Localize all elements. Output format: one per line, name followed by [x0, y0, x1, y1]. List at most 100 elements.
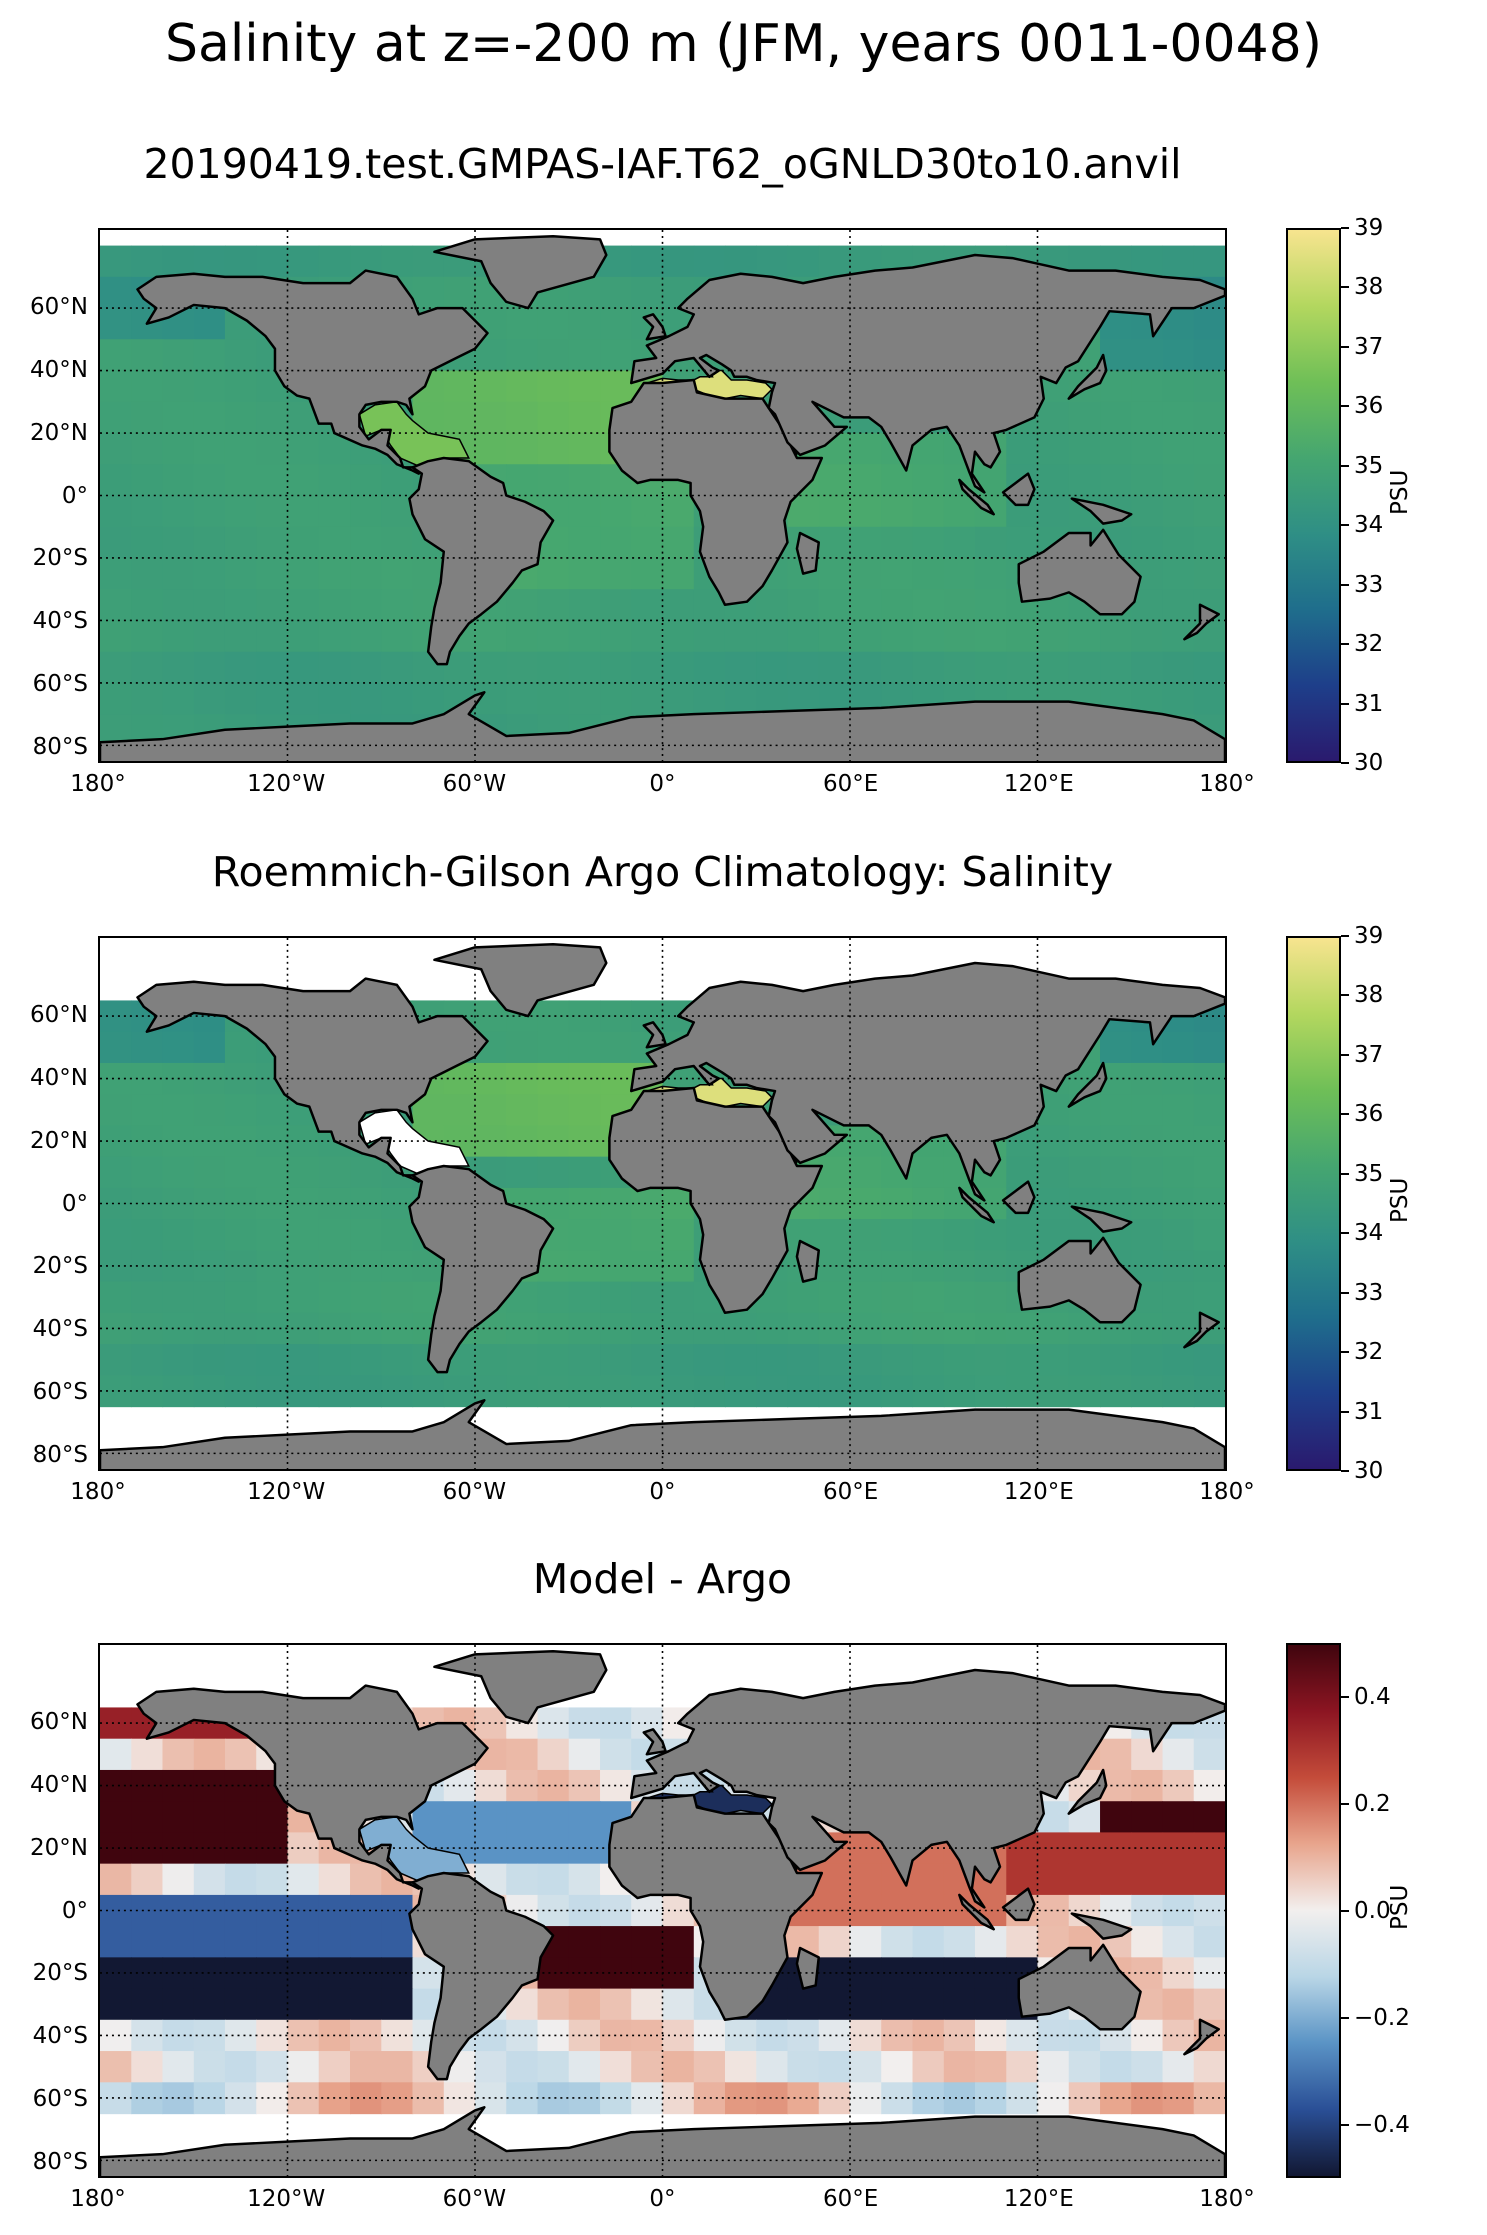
land-new-guinea	[1070, 497, 1133, 525]
ocean-cell	[600, 495, 632, 528]
ocean-cell	[1006, 620, 1039, 653]
ocean-cell	[974, 1988, 1007, 2021]
ocean-cell	[100, 1062, 132, 1095]
y-tick-label: 40°S	[32, 608, 88, 635]
ocean-cell	[224, 1125, 257, 1158]
ocean-cell	[1193, 1894, 1225, 1927]
ocean-cell	[1193, 557, 1225, 590]
ocean-cell	[350, 1344, 382, 1376]
ocean-cell	[287, 1156, 320, 1189]
ocean-cell	[537, 1031, 570, 1064]
ocean-cell	[506, 1801, 539, 1834]
ocean-cell	[1131, 651, 1164, 684]
ocean-cell	[506, 682, 539, 715]
ocean-cell	[631, 1312, 664, 1345]
ocean-cell	[287, 557, 320, 590]
ocean-cell	[974, 1281, 1007, 1314]
ocean-cell	[1100, 1801, 1132, 1834]
ocean-cell	[193, 620, 226, 653]
ocean-cell	[881, 1344, 914, 1376]
ocean-cell	[662, 1219, 695, 1251]
ocean-cell	[1006, 1156, 1039, 1189]
ocean-cell	[224, 1156, 257, 1189]
ocean-cell	[506, 1125, 539, 1158]
ocean-cell	[100, 620, 132, 653]
colorbar-tick	[1341, 935, 1349, 937]
ocean-cell	[662, 1250, 695, 1283]
colorbar-tick	[1341, 345, 1349, 348]
ocean-cell	[1193, 526, 1225, 559]
land-new-zealand	[1183, 603, 1220, 641]
ocean-cell	[850, 589, 882, 622]
ocean-cell	[1131, 370, 1164, 403]
colorbar-tick-label: 34	[1354, 1220, 1384, 1247]
ocean-cell	[193, 1281, 226, 1314]
y-tick-label: 60°S	[32, 1379, 88, 1406]
y-tick-label: 20°N	[30, 1127, 88, 1154]
ocean-cell	[224, 1094, 257, 1127]
ocean-cell	[537, 1863, 570, 1896]
ocean-cell	[881, 1988, 914, 2021]
ocean-cell	[568, 1344, 601, 1376]
ocean-cell	[1162, 1156, 1195, 1189]
colorbar-tick-label: 32	[1354, 631, 1384, 658]
ocean-cell	[568, 1801, 601, 1834]
ocean-cell	[506, 1031, 539, 1064]
y-tick-label: 60°S	[32, 2086, 88, 2113]
ocean-cell	[1037, 1863, 1070, 1896]
ocean-cell	[100, 1219, 132, 1251]
x-tick-label: 180°	[1199, 771, 1255, 797]
ocean-cell	[287, 1926, 320, 1958]
panel-2-colorbar	[1286, 936, 1341, 1471]
ocean-cell	[850, 1988, 882, 2021]
ocean-cell	[350, 495, 382, 528]
ocean-cell	[881, 2051, 914, 2083]
ocean-cell	[162, 526, 195, 559]
ocean-cell	[974, 651, 1007, 684]
panel-1-map	[98, 228, 1227, 763]
ocean-cell	[912, 651, 945, 684]
ocean-cell	[131, 651, 164, 684]
ocean-cell	[506, 2082, 539, 2115]
ocean-cell	[818, 620, 851, 653]
ocean-cell	[256, 2051, 289, 2083]
ocean-cell	[100, 526, 132, 559]
panel-2-map-svg	[100, 938, 1225, 1469]
ocean-cell	[600, 308, 632, 340]
ocean-cell	[381, 651, 414, 684]
ocean-cell	[568, 651, 601, 684]
ocean-cell	[1162, 2051, 1195, 2083]
ocean-cell	[381, 245, 414, 278]
ocean-cell	[912, 464, 945, 497]
ocean-cell	[131, 682, 164, 715]
ocean-cell	[631, 1281, 664, 1314]
colorbar-tick-label: 31	[1354, 1398, 1384, 1425]
ocean-cell	[474, 651, 507, 684]
ocean-cell	[1131, 245, 1164, 278]
ocean-cell	[662, 589, 695, 622]
y-tick-label: 40°N	[30, 1771, 88, 1798]
ocean-cell	[100, 1988, 132, 2021]
ocean-cell	[787, 1344, 820, 1376]
ocean-cell	[224, 370, 257, 403]
ocean-cell	[443, 1801, 476, 1834]
ocean-cell	[850, 651, 882, 684]
land-australia	[1017, 1943, 1142, 2031]
ocean-cell	[1131, 1094, 1164, 1127]
ocean-cell	[600, 1988, 632, 2021]
ocean-cell	[350, 1863, 382, 1896]
ocean-cell	[162, 620, 195, 653]
ocean-cell	[1162, 1988, 1195, 2021]
ocean-cell	[787, 1312, 820, 1345]
ocean-cell	[256, 1312, 289, 1345]
ocean-cell	[600, 557, 632, 590]
ocean-cell	[1193, 651, 1225, 684]
land-new-guinea	[1070, 1205, 1133, 1233]
ocean-cell	[506, 370, 539, 403]
ocean-cell	[568, 370, 601, 403]
ocean-cell	[1100, 1344, 1132, 1376]
ocean-cell	[224, 2051, 257, 2083]
ocean-cell	[787, 245, 820, 278]
ocean-cell	[1068, 620, 1101, 653]
land-north-america	[136, 269, 489, 475]
